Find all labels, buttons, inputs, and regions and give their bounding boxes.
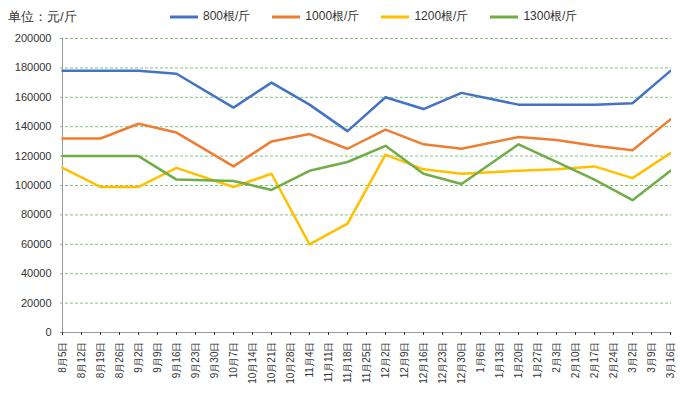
svg-text:2月17日: 2月17日 bbox=[589, 342, 600, 379]
svg-text:180000: 180000 bbox=[15, 61, 52, 73]
svg-text:10月28日: 10月28日 bbox=[285, 342, 296, 384]
svg-text:12月2日: 12月2日 bbox=[380, 342, 391, 379]
svg-text:120000: 120000 bbox=[15, 150, 52, 162]
svg-text:9月9日: 9月9日 bbox=[152, 342, 163, 373]
svg-text:11月4日: 11月4日 bbox=[304, 342, 315, 378]
svg-text:11月18日: 11月18日 bbox=[342, 342, 353, 384]
svg-text:2月10日: 2月10日 bbox=[570, 342, 581, 379]
svg-text:8月12日: 8月12日 bbox=[76, 342, 87, 379]
html-text:800根/斤: 800根/斤 bbox=[203, 9, 251, 23]
svg-text:10月7日: 10月7日 bbox=[228, 342, 239, 379]
svg-text:1月27日: 1月27日 bbox=[532, 342, 543, 379]
svg-text:100000: 100000 bbox=[15, 179, 52, 191]
svg-text:2月24日: 2月24日 bbox=[608, 342, 619, 379]
svg-text:9月16日: 9月16日 bbox=[171, 342, 182, 379]
svg-text:140000: 140000 bbox=[15, 120, 52, 132]
svg-text:8月5日: 8月5日 bbox=[57, 342, 68, 373]
svg-text:9月2日: 9月2日 bbox=[133, 342, 144, 373]
svg-text:8月26日: 8月26日 bbox=[114, 342, 125, 379]
html-text:1300根/斤: 1300根/斤 bbox=[523, 9, 578, 23]
svg-text:40000: 40000 bbox=[21, 267, 52, 279]
svg-text:1月20日: 1月20日 bbox=[513, 342, 524, 379]
svg-text:11月11日: 11月11日 bbox=[323, 342, 334, 383]
svg-text:80000: 80000 bbox=[21, 208, 52, 220]
svg-text:2月3日: 2月3日 bbox=[551, 342, 562, 373]
svg-text:160000: 160000 bbox=[15, 91, 52, 103]
svg-text:0: 0 bbox=[45, 326, 51, 338]
html-text:1000根/斤: 1000根/斤 bbox=[305, 9, 360, 23]
svg-text:8月19日: 8月19日 bbox=[95, 342, 106, 379]
svg-text:3月2日: 3月2日 bbox=[627, 342, 638, 373]
svg-text:9月30日: 9月30日 bbox=[209, 342, 220, 379]
svg-text:12月23日: 12月23日 bbox=[437, 342, 448, 384]
svg-text:3月16日: 3月16日 bbox=[665, 342, 676, 379]
html-text:1200根/斤: 1200根/斤 bbox=[414, 9, 469, 23]
svg-text:12月30日: 12月30日 bbox=[456, 342, 467, 384]
svg-text:10月21日: 10月21日 bbox=[266, 342, 277, 384]
svg-text:11月25日: 11月25日 bbox=[361, 342, 372, 384]
svg-text:1月6日: 1月6日 bbox=[475, 342, 486, 373]
svg-text:10月14日: 10月14日 bbox=[247, 342, 258, 384]
svg-text:12月9日: 12月9日 bbox=[399, 342, 410, 379]
svg-text:200000: 200000 bbox=[15, 32, 52, 44]
svg-text:12月16日: 12月16日 bbox=[418, 342, 429, 384]
svg-text:3月9日: 3月9日 bbox=[646, 342, 657, 373]
html-text:单位：元/斤: 单位：元/斤 bbox=[8, 9, 77, 24]
svg-text:1月13日: 1月13日 bbox=[494, 342, 505, 379]
svg-text:20000: 20000 bbox=[21, 297, 52, 309]
svg-text:60000: 60000 bbox=[21, 238, 52, 250]
svg-text:9月23日: 9月23日 bbox=[190, 342, 201, 379]
